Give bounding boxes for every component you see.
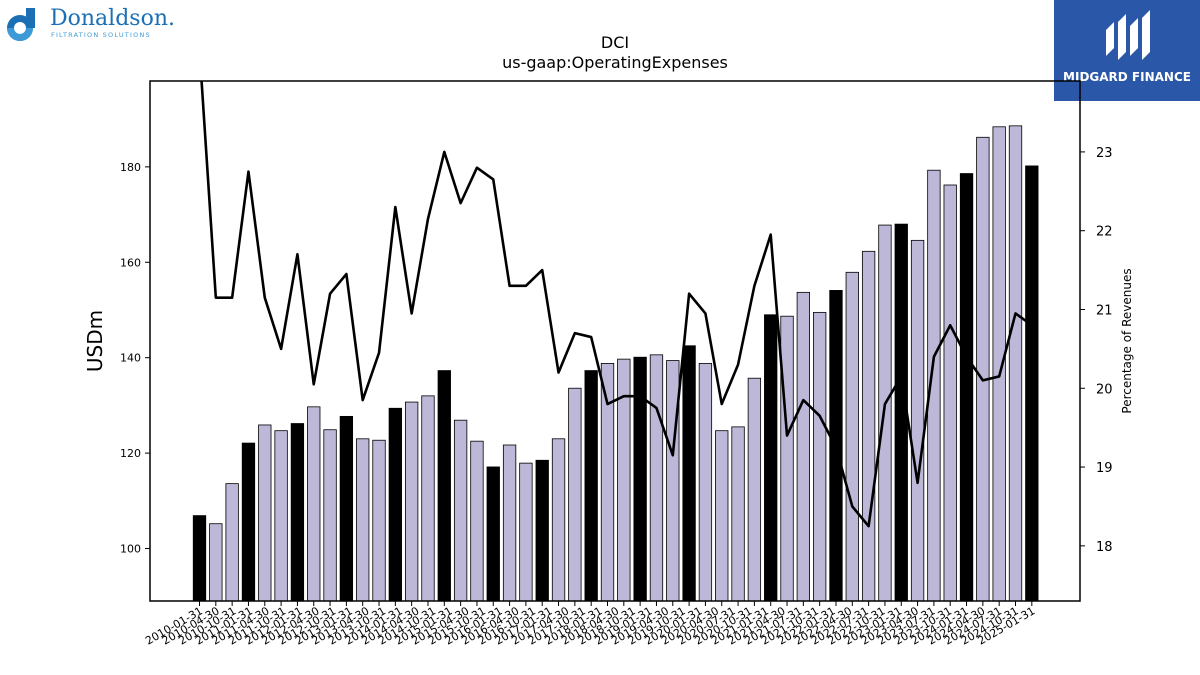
bar xyxy=(861,250,876,601)
bar xyxy=(796,291,810,601)
bar xyxy=(715,430,729,601)
bar xyxy=(405,401,419,601)
bar xyxy=(633,356,647,601)
bar xyxy=(568,387,582,601)
y2-tick-label: 19 xyxy=(1096,461,1113,476)
donaldson-logo: Donaldson. FILTRATION SOLUTIONS xyxy=(4,4,184,44)
bar xyxy=(323,429,337,601)
bar xyxy=(976,136,990,601)
bar xyxy=(372,439,386,601)
bar xyxy=(290,423,305,601)
bar xyxy=(453,419,468,601)
donaldson-tagline: FILTRATION SOLUTIONS xyxy=(51,31,151,39)
bar xyxy=(519,462,533,601)
bar xyxy=(535,459,549,601)
chart-title: DCI xyxy=(601,33,629,52)
bar xyxy=(339,415,354,601)
x-axis: 2010-01-312010-04-302010-10-312011-01-31… xyxy=(143,601,1037,648)
bar xyxy=(470,440,484,601)
midgard-brand-name: MIDGARD FINANCE xyxy=(1063,70,1191,84)
midgard-finance-logo: MIDGARD FINANCE xyxy=(1054,0,1200,101)
y2-tick-label: 23 xyxy=(1096,146,1113,161)
bar xyxy=(551,438,566,601)
bar xyxy=(600,363,615,601)
bar xyxy=(502,444,517,601)
bar xyxy=(617,358,631,601)
bar xyxy=(943,184,957,601)
bar xyxy=(356,438,370,601)
bar xyxy=(813,311,827,601)
donaldson-logo-icon xyxy=(7,8,35,41)
y-axis-right: 18 19 20 21 22 23 xyxy=(1080,146,1113,555)
bar xyxy=(764,314,778,601)
bar xyxy=(486,466,500,601)
bar xyxy=(1025,165,1039,601)
y-axis-left: 100 120 140 160 180 xyxy=(120,161,150,556)
bar xyxy=(192,515,207,601)
donaldson-brand-name: Donaldson. xyxy=(50,6,175,31)
bar xyxy=(258,424,272,601)
y2-axis-label: Percentage of Revenues xyxy=(1120,268,1134,413)
y-tick-label: 140 xyxy=(120,352,141,365)
y2-tick-label: 18 xyxy=(1096,540,1113,555)
bar xyxy=(992,126,1006,601)
line-layer xyxy=(200,81,1033,528)
bar xyxy=(437,370,451,601)
bar xyxy=(1008,125,1023,601)
bar xyxy=(731,426,745,601)
y-tick-label: 120 xyxy=(120,447,141,460)
percentage-line xyxy=(200,81,1033,528)
y2-tick-label: 21 xyxy=(1096,303,1113,318)
bar xyxy=(845,271,859,601)
bar xyxy=(910,239,925,601)
bar xyxy=(666,360,680,601)
y-tick-label: 180 xyxy=(120,161,141,174)
bar xyxy=(698,363,713,601)
bar xyxy=(274,430,288,601)
bar xyxy=(682,345,696,601)
y2-tick-label: 20 xyxy=(1096,382,1113,397)
bar xyxy=(209,523,223,601)
bar xyxy=(649,354,664,601)
bar xyxy=(421,395,435,601)
midgard-mark-icon xyxy=(1106,10,1150,60)
y-axis-label: USDm xyxy=(83,310,107,372)
bar xyxy=(747,377,762,601)
bar xyxy=(307,406,321,601)
y-tick-label: 100 xyxy=(120,543,141,556)
y2-tick-label: 22 xyxy=(1096,225,1113,240)
bar xyxy=(959,173,974,601)
bar xyxy=(241,442,256,601)
y-tick-label: 160 xyxy=(120,256,141,269)
bar xyxy=(927,169,941,601)
bar xyxy=(780,315,794,601)
bar xyxy=(225,483,239,601)
bar xyxy=(584,370,598,601)
plot-frame xyxy=(149,80,1081,602)
bar xyxy=(388,407,402,601)
bars-layer xyxy=(192,125,1039,601)
chart-subtitle: us-gaap:OperatingExpenses xyxy=(502,53,728,72)
